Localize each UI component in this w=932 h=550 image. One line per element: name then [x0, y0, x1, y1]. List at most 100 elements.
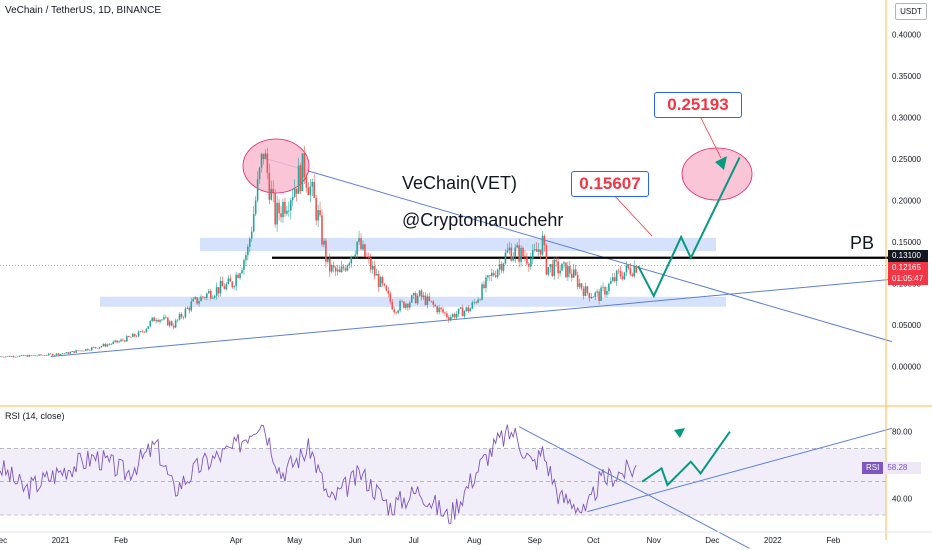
candle-body: [22, 355, 25, 356]
candle: [100, 345, 103, 348]
candle: [108, 342, 111, 346]
candle: [46, 354, 48, 357]
candle-body: [282, 202, 284, 218]
candle: [368, 252, 370, 264]
candle: [524, 250, 526, 262]
candle: [182, 315, 185, 320]
candle-body: [635, 266, 638, 273]
candle: [75, 349, 77, 353]
candle: [40, 354, 42, 356]
candle: [32, 355, 34, 357]
candle: [369, 253, 372, 273]
candle-body: [368, 257, 370, 258]
candle: [362, 240, 364, 251]
candle: [545, 243, 548, 276]
candle: [371, 260, 374, 274]
candle: [241, 268, 243, 274]
currency-button[interactable]: USDT: [895, 3, 927, 20]
candle-body: [483, 284, 485, 288]
candle: [116, 340, 118, 344]
candle-body: [342, 266, 345, 269]
candle-body: [157, 320, 159, 322]
candle-body: [90, 347, 93, 351]
candle: [305, 174, 308, 193]
candle-body: [98, 347, 101, 349]
candle-body: [206, 293, 208, 298]
candle-body: [293, 188, 296, 197]
annotation-title: VeChain(VET): [402, 173, 518, 193]
candle-body: [442, 309, 444, 313]
candle-body: [387, 290, 390, 294]
price-tick: 0.15000: [892, 238, 921, 247]
candle: [102, 343, 105, 347]
candle-body: [59, 353, 62, 355]
candle: [170, 320, 173, 327]
callout-pointer-1: [611, 192, 653, 237]
candle: [346, 264, 349, 272]
candle: [145, 327, 148, 333]
candle: [453, 312, 456, 319]
candle-body: [403, 301, 405, 308]
candle-body: [434, 304, 436, 307]
candle-body: [496, 269, 499, 277]
time-tick: 2021: [52, 536, 70, 545]
candle-body: [67, 352, 70, 354]
candle: [213, 294, 216, 300]
zone-2: [100, 296, 726, 307]
candle-body: [311, 181, 314, 187]
candle-body: [467, 307, 470, 312]
candle: [409, 300, 411, 310]
rsi-header: RSI (14, close): [5, 411, 65, 421]
candle-body: [46, 355, 48, 356]
candle: [288, 201, 290, 217]
candle: [112, 340, 114, 345]
candle: [428, 292, 431, 302]
candle-body: [47, 353, 50, 356]
candle: [598, 289, 600, 305]
candle: [135, 334, 138, 337]
candle-body: [530, 258, 532, 267]
candle-body: [276, 202, 278, 225]
candle-body: [102, 343, 105, 347]
candle-body: [580, 283, 583, 289]
candle-body: [555, 259, 557, 262]
candle-body: [625, 265, 628, 273]
candle: [128, 335, 130, 338]
candle-body: [520, 247, 522, 262]
candle: [114, 339, 116, 344]
candle-body: [307, 187, 310, 196]
candle: [567, 261, 569, 281]
candle: [51, 353, 54, 356]
candle-body: [438, 307, 440, 313]
candle: [539, 249, 542, 259]
candle-body: [451, 314, 454, 317]
candle: [459, 306, 462, 310]
candle: [256, 171, 259, 203]
candle: [14, 356, 17, 358]
candle: [122, 338, 124, 342]
candle-body: [213, 295, 216, 298]
candle-body: [356, 241, 358, 255]
candle-body: [524, 255, 526, 258]
candle-body: [528, 263, 530, 267]
candles: [0, 146, 638, 358]
candle: [270, 180, 273, 201]
candle: [561, 263, 563, 271]
candle-body: [572, 269, 575, 278]
candle: [208, 288, 210, 294]
candle: [206, 292, 208, 301]
candle-body: [623, 272, 626, 280]
candle-body: [487, 275, 489, 278]
candle: [209, 288, 212, 301]
candle-body: [608, 283, 610, 292]
candle: [352, 255, 355, 258]
candle: [280, 205, 282, 223]
candle-body: [237, 274, 239, 279]
candle: [20, 354, 23, 356]
candle-body: [243, 260, 245, 270]
candle-body: [0, 356, 1, 358]
candle-body: [327, 258, 329, 262]
candle: [12, 355, 15, 358]
candle-body: [481, 284, 483, 300]
